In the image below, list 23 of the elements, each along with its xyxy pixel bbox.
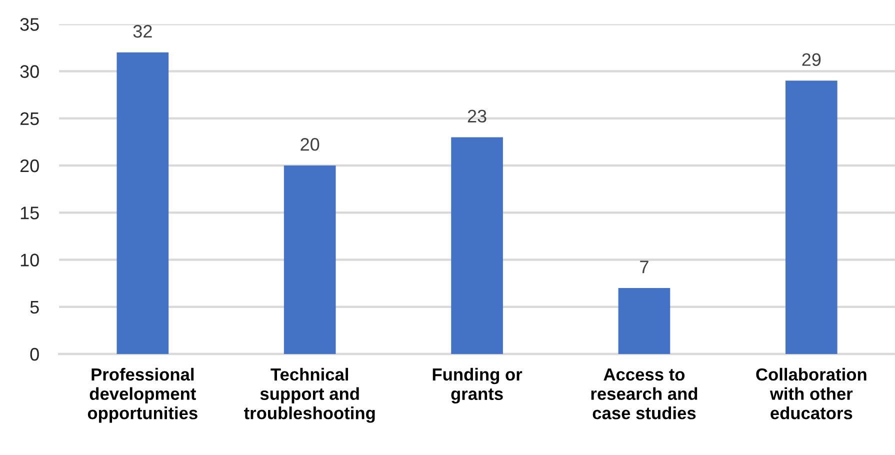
y-tick-label: 0: [30, 348, 39, 361]
y-tick-label: 15: [20, 206, 39, 220]
data-label: 7: [640, 260, 648, 274]
x-tick-label: Technical support and troubleshooting: [244, 368, 375, 423]
bar: [618, 288, 670, 354]
y-tick-label: 20: [20, 159, 39, 172]
data-label: 32: [133, 24, 152, 38]
data-label: 29: [802, 53, 821, 66]
bar: [451, 137, 503, 354]
y-tick-label: 10: [20, 254, 39, 266]
data-label: 23: [468, 110, 486, 123]
bar: [785, 80, 838, 354]
y-tick-label: 30: [20, 65, 39, 78]
y-tick-label: 25: [20, 112, 39, 126]
data-label: 20: [300, 138, 320, 151]
bar: [116, 52, 169, 354]
x-tick-label: Funding or grants: [432, 368, 522, 404]
x-tick-label: Professional development opportunities: [88, 368, 198, 423]
x-tick-label: Access to research and case studies: [591, 368, 698, 420]
y-tick-label: 35: [20, 18, 39, 31]
bar: [284, 165, 336, 354]
x-tick-label: Collaboration with other educators: [756, 368, 866, 420]
y-tick-label: 5: [30, 300, 39, 314]
